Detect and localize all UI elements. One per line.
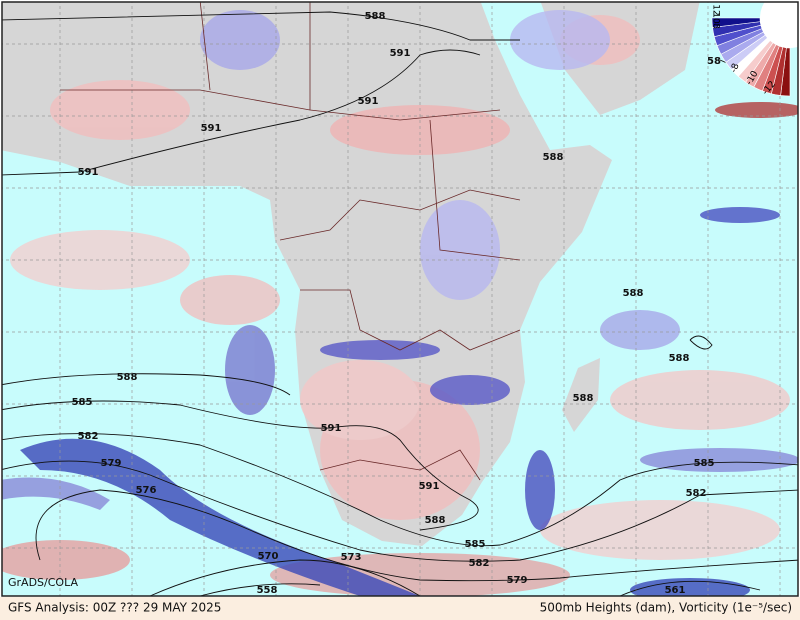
contour-label: 579 <box>101 458 122 469</box>
height-contours <box>2 11 798 596</box>
footer-right: 500mb Heights (dam), Vorticity (1e⁻⁵/sec… <box>540 601 792 615</box>
map-frame <box>1 1 799 597</box>
contour-label: 582 <box>469 558 490 569</box>
contour-label: 573 <box>341 552 362 563</box>
contour-label: 570 <box>258 551 279 562</box>
contour-label: 588 <box>117 372 138 383</box>
contour-label: 588 <box>669 353 690 364</box>
land-madagascar <box>562 358 600 432</box>
credit: GrADS/COLA <box>8 576 78 589</box>
contour-label: 558 <box>257 585 278 596</box>
contour-label: 579 <box>507 575 528 586</box>
colorbar-label: 12 <box>711 4 721 15</box>
contour-label: 58 <box>707 56 721 67</box>
contour-label: 561 <box>665 585 686 596</box>
colorbar-label: -8 <box>729 62 742 74</box>
contour-label: 582 <box>78 431 99 442</box>
contour-label: 591 <box>78 167 99 178</box>
contour-label: 588 <box>365 11 386 22</box>
contour-label: 582 <box>686 488 707 499</box>
contour-label: 588 <box>425 515 446 526</box>
footer-left: GFS Analysis: 00Z ??? 29 MAY 2025 <box>8 601 221 615</box>
contour-label: 576 <box>136 485 157 496</box>
map-field <box>2 2 798 596</box>
contour-label: 591 <box>419 481 440 492</box>
contour-label: 585 <box>465 539 486 550</box>
contour-label: 585 <box>72 397 93 408</box>
colorbar-center <box>760 0 800 48</box>
contour-label: 585 <box>694 458 715 469</box>
contour-labels: 5885915915915915885885885885885855825795… <box>72 11 721 596</box>
contour-label: 588 <box>623 288 644 299</box>
contour-label: 591 <box>390 48 411 59</box>
colorbar-label: 8 <box>711 23 721 29</box>
contour-label: 591 <box>321 423 342 434</box>
colorbar-label: 10 <box>711 12 721 24</box>
contour-label: 588 <box>543 152 564 163</box>
contour-label: 588 <box>573 393 594 404</box>
contour-label: 591 <box>201 123 222 134</box>
borders <box>60 2 521 481</box>
footer-bar <box>0 597 800 620</box>
graticule <box>2 2 798 596</box>
contour-label: 591 <box>358 96 379 107</box>
